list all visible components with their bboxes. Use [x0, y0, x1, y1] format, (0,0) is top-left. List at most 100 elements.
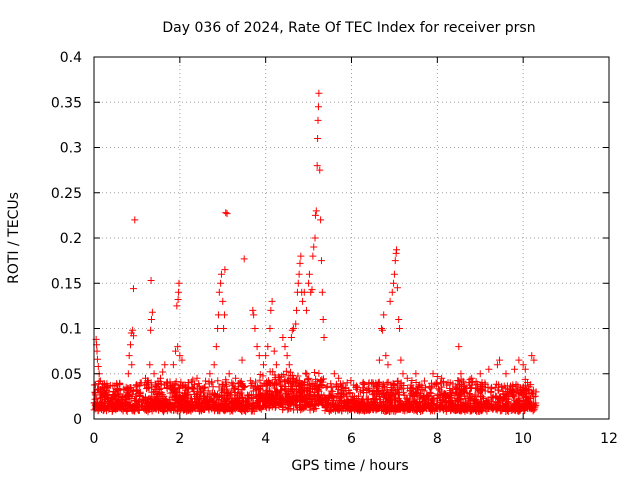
data-point [377, 402, 385, 410]
data-point [259, 372, 267, 380]
data-point [240, 383, 248, 391]
data-point [222, 209, 230, 217]
data-point [285, 405, 293, 413]
data-point [294, 279, 302, 287]
data-point [170, 393, 178, 401]
data-point [187, 406, 195, 414]
y-tick-label: 0.15 [51, 276, 82, 292]
data-point [322, 404, 330, 412]
data-point [323, 382, 331, 390]
data-point [434, 391, 442, 399]
y-tick-label: 0.4 [60, 50, 82, 66]
data-point [206, 370, 214, 378]
data-point [236, 390, 244, 398]
data-point [314, 392, 322, 400]
data-point [510, 402, 518, 410]
data-point [305, 270, 313, 278]
data-point [175, 288, 183, 296]
data-point [317, 377, 325, 385]
data-point [438, 374, 446, 382]
data-point [397, 356, 405, 364]
data-point [102, 404, 110, 412]
data-point [205, 378, 213, 386]
data-point [129, 326, 137, 334]
data-point [198, 403, 206, 411]
data-point [156, 403, 164, 411]
data-point [191, 380, 199, 388]
data-point [502, 370, 510, 378]
data-point [184, 390, 192, 398]
data-point [441, 391, 449, 399]
data-point [424, 402, 432, 410]
data-point [297, 252, 305, 260]
data-point [337, 386, 345, 394]
data-point [110, 403, 118, 411]
data-point [98, 403, 106, 411]
data-point [176, 381, 184, 389]
data-point [223, 210, 231, 218]
data-point [473, 396, 481, 404]
data-point [438, 403, 446, 411]
data-point [277, 386, 285, 394]
data-point [137, 379, 145, 387]
data-point [228, 379, 236, 387]
data-point [312, 382, 320, 390]
data-point [299, 297, 307, 305]
data-point [308, 401, 316, 409]
data-point [289, 382, 297, 390]
data-point [220, 394, 228, 402]
data-point [195, 407, 203, 415]
data-point [310, 243, 318, 251]
data-point [113, 391, 121, 399]
data-point [126, 341, 134, 349]
data-point [234, 379, 242, 387]
data-point [310, 393, 318, 401]
data-point [143, 403, 151, 411]
data-point [367, 405, 375, 413]
data-point [303, 394, 311, 402]
data-point [102, 390, 110, 398]
data-point [521, 365, 529, 373]
data-point [493, 406, 501, 414]
data-point [359, 406, 367, 414]
data-point [169, 387, 177, 395]
data-point [222, 388, 230, 396]
data-point [456, 405, 464, 413]
data-point [228, 406, 236, 414]
data-point [477, 386, 485, 394]
data-point [530, 356, 538, 364]
data-point [287, 334, 295, 342]
data-point [485, 365, 493, 373]
data-point [321, 407, 329, 415]
data-point [218, 380, 226, 388]
data-point [120, 386, 128, 394]
data-point [433, 380, 441, 388]
data-point [525, 398, 533, 406]
data-point [184, 379, 192, 387]
data-point [214, 311, 222, 319]
data-point [468, 393, 476, 401]
data-point [415, 382, 423, 390]
data-point [178, 356, 186, 364]
data-point [136, 389, 144, 397]
data-point [328, 383, 336, 391]
data-point [268, 297, 276, 305]
data-point [115, 404, 123, 412]
data-point [93, 347, 101, 355]
data-point [292, 320, 300, 328]
data-point [241, 406, 249, 414]
data-point [403, 374, 411, 382]
data-point [217, 279, 225, 287]
data-point [495, 386, 503, 394]
data-point [155, 389, 163, 397]
data-point [94, 363, 102, 371]
data-point [314, 116, 322, 124]
data-point [399, 406, 407, 414]
data-point [214, 377, 222, 385]
data-point [129, 332, 137, 340]
data-point [230, 385, 238, 393]
data-point [286, 400, 294, 408]
data-point [461, 405, 469, 413]
data-point [128, 361, 136, 369]
data-point [135, 398, 143, 406]
